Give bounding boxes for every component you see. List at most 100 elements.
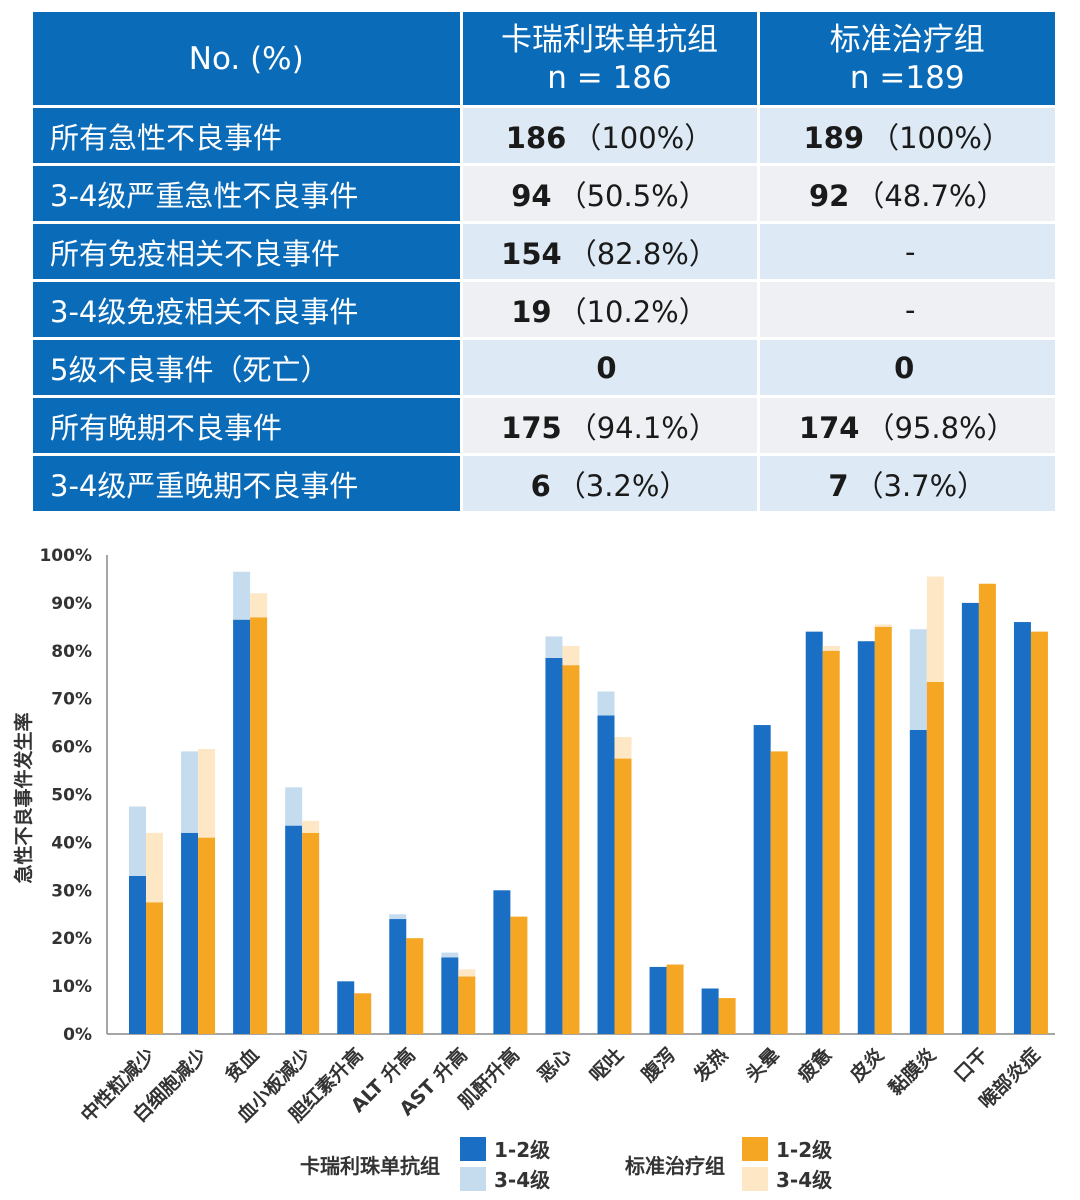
standard-value: -: [758, 280, 1055, 340]
standard-grade34-bar: [198, 748, 216, 838]
camrelizumab-grade12-bar: [181, 832, 199, 1034]
y-tick-label: 60%: [51, 738, 92, 758]
standard-value: 189 （100%）: [758, 106, 1055, 166]
standard-percent: （48.7%）: [855, 178, 1006, 213]
legend-swatch-standard-g12: [742, 1136, 768, 1161]
legend-standard-g34: 3-4级: [742, 1164, 832, 1193]
standard-value: 92 （48.7%）: [758, 164, 1055, 224]
legend-camrelizumab-g12: 1-2级: [460, 1134, 550, 1163]
y-tick-label: 70%: [51, 690, 92, 710]
camrelizumab-grade12-bar: [337, 981, 355, 1034]
standard-grade12-bar: [406, 938, 424, 1034]
camrelizumab-grade12-bar: [129, 875, 146, 1034]
legend-standard-g12: 1-2级: [742, 1134, 832, 1163]
y-tick-label: 90%: [51, 594, 92, 614]
x-category-label: 腹泻: [636, 1043, 680, 1087]
row-label: 3-4级严重晚期不良事件: [33, 454, 463, 514]
camrelizumab-grade12-bar: [649, 966, 667, 1034]
header-camrelizumab-name: 卡瑞利珠单抗组: [501, 21, 718, 58]
header-standard: 标准治疗组 n =189: [758, 12, 1055, 108]
table-row: 所有晚期不良事件 175 （94.1%） 174 （95.8%）: [33, 396, 1055, 456]
standard-count: 0: [894, 350, 915, 385]
camrelizumab-count: 0: [596, 350, 617, 385]
adverse-events-table: No. (%) 卡瑞利珠单抗组 n = 186 标准治疗组 n =189 所有急…: [33, 12, 1055, 514]
standard-grade12-bar: [926, 681, 944, 1034]
header-camrelizumab: 卡瑞利珠单抗组 n = 186: [461, 12, 760, 108]
standard-percent: （95.8%）: [865, 410, 1016, 445]
camrelizumab-grade34-bar: [389, 914, 407, 920]
camrelizumab-value: 186 （100%）: [461, 106, 760, 166]
standard-grade34-bar: [302, 820, 320, 833]
standard-grade12-bar: [354, 993, 372, 1034]
camrelizumab-grade12-bar: [753, 725, 771, 1034]
y-tick-label: 80%: [51, 642, 92, 662]
standard-grade12-bar: [250, 617, 268, 1034]
standard-percent: （100%）: [870, 120, 1011, 155]
camrelizumab-grade12-bar: [701, 988, 719, 1034]
table-row: 3-4级严重急性不良事件 94 （50.5%） 92 （48.7%）: [33, 164, 1055, 224]
camrelizumab-grade34-bar: [597, 691, 615, 716]
y-tick-label: 40%: [51, 833, 92, 853]
header-no-pct: No. (%): [33, 12, 463, 108]
standard-grade34-bar: [614, 737, 632, 759]
row-label: 所有晚期不良事件: [33, 396, 463, 456]
header-standard-n: n =189: [849, 59, 965, 96]
camrelizumab-percent: （100%）: [572, 120, 714, 155]
camrelizumab-percent: （10.2%）: [557, 294, 708, 329]
standard-grade34-bar: [250, 593, 268, 618]
table-row: 所有急性不良事件 186 （100%） 189 （100%）: [33, 106, 1055, 166]
camrelizumab-count: 94: [511, 178, 552, 213]
camrelizumab-value: 6 （3.2%）: [461, 454, 760, 514]
table-row: 3-4级免疫相关不良事件 19 （10.2%） -: [33, 280, 1055, 340]
camrelizumab-grade34-bar: [181, 751, 199, 833]
camrelizumab-percent: （94.1%）: [567, 410, 718, 445]
table-row: 3-4级严重晚期不良事件 6 （3.2%） 7 （3.7%）: [33, 454, 1055, 514]
table-header-row: No. (%) 卡瑞利珠单抗组 n = 186 标准治疗组 n =189: [33, 12, 1055, 108]
standard-grade12-bar: [146, 902, 163, 1034]
camrelizumab-value: 154 （82.8%）: [461, 222, 760, 282]
standard-percent: （3.7%）: [854, 468, 987, 503]
row-label: 3-4级免疫相关不良事件: [33, 280, 463, 340]
standard-grade12-bar: [666, 964, 684, 1034]
camrelizumab-count: 19: [511, 294, 552, 329]
standard-grade12-bar: [198, 837, 216, 1034]
table-row: 5级不良事件（死亡） 0 0: [33, 338, 1055, 398]
camrelizumab-value: 19 （10.2%）: [461, 280, 760, 340]
y-tick-label: 30%: [51, 881, 92, 901]
camrelizumab-grade34-bar: [233, 571, 251, 620]
header-standard-name: 标准治疗组: [829, 21, 985, 58]
standard-dash: -: [905, 234, 916, 269]
camrelizumab-grade34-bar: [285, 787, 303, 826]
standard-dash: -: [905, 292, 916, 327]
camrelizumab-grade12-bar: [441, 957, 459, 1034]
camrelizumab-count: 186: [505, 120, 567, 155]
y-tick-label: 0%: [63, 1025, 92, 1045]
standard-value: 174 （95.8%）: [758, 396, 1055, 456]
y-tick-label: 50%: [51, 786, 92, 806]
standard-count: 92: [809, 178, 850, 213]
table-row: 所有免疫相关不良事件 154 （82.8%） -: [33, 222, 1055, 282]
camrelizumab-grade34-bar: [909, 629, 927, 730]
camrelizumab-grade12-bar: [545, 657, 563, 1034]
x-category-label: 疲惫: [793, 1043, 837, 1087]
y-axis: 0% 10% 20% 30% 40% 50% 60% 70% 80% 90% 100%: [39, 546, 1055, 1045]
standard-value: 0: [758, 338, 1055, 398]
legend-group-standard: 标准治疗组: [625, 1154, 725, 1178]
camrelizumab-grade12-bar: [857, 641, 875, 1034]
camrelizumab-count: 6: [530, 468, 551, 503]
y-tick-label: 100%: [39, 546, 92, 566]
y-axis-title: 急性不良事件发生率: [12, 712, 35, 883]
x-category-label: 呕吐: [586, 1044, 628, 1086]
header-camrelizumab-n: n = 186: [547, 59, 672, 96]
standard-grade12-bar: [1030, 631, 1048, 1034]
y-tick-label: 10%: [51, 977, 92, 997]
camrelizumab-grade34-bar: [441, 952, 459, 958]
standard-grade34-bar: [874, 624, 892, 627]
standard-grade12-bar: [770, 751, 788, 1034]
table-body: 所有急性不良事件 186 （100%） 189 （100%） 3-4级严重急性不良事件 94…: [33, 106, 1055, 514]
camrelizumab-grade12-bar: [233, 619, 251, 1034]
camrelizumab-value: 175 （94.1%）: [461, 396, 760, 456]
standard-grade12-bar: [302, 832, 320, 1034]
camrelizumab-grade12-bar: [389, 919, 407, 1034]
camrelizumab-grade34-bar: [129, 806, 146, 876]
